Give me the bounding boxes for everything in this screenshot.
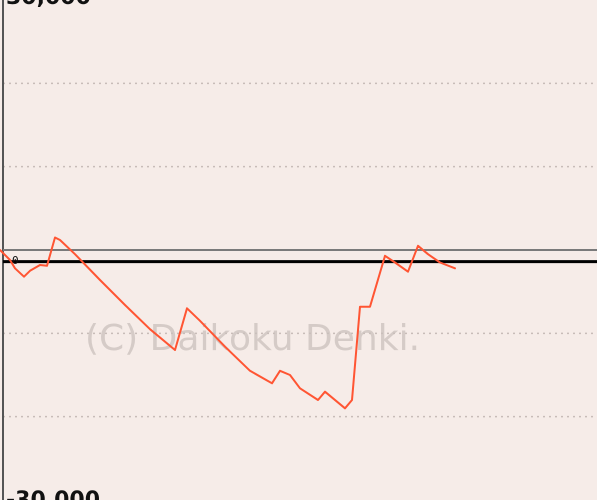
zero-line-label: 0 [12,254,19,267]
y-tick-label-max: 30,000 [6,0,91,10]
watermark: (C) Daikoku Denki. [85,318,420,359]
y-tick-label-min: -30,000 [6,488,100,500]
